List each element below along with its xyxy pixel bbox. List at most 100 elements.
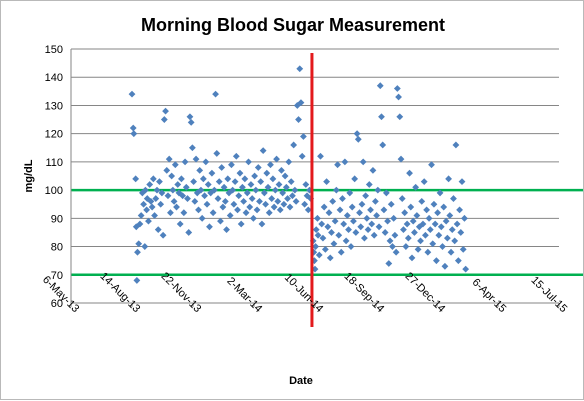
data-point — [452, 141, 460, 149]
data-point — [191, 198, 199, 205]
data-point — [326, 254, 334, 262]
data-point — [199, 175, 207, 183]
data-point — [257, 178, 265, 186]
data-point — [450, 195, 457, 202]
data-point — [179, 192, 187, 200]
data-point — [302, 181, 310, 188]
data-point — [171, 161, 179, 169]
data-point — [387, 200, 395, 208]
data-point — [417, 237, 424, 245]
reference-lines-horizontal — [71, 188, 583, 277]
data-point — [208, 169, 216, 177]
data-point — [163, 166, 171, 174]
data-point — [197, 186, 205, 194]
data-point — [159, 231, 167, 239]
data-point — [190, 178, 198, 186]
data-point — [154, 226, 162, 234]
data-point — [274, 198, 282, 205]
x-axis-title: Date — [289, 375, 313, 387]
data-point — [386, 237, 394, 245]
data-point — [239, 183, 246, 191]
data-point — [213, 150, 221, 157]
data-point — [236, 169, 244, 177]
y-tick-label: 80 — [51, 242, 63, 254]
data-point — [152, 195, 160, 202]
data-point — [228, 161, 235, 169]
data-point — [267, 161, 274, 169]
data-point — [454, 257, 462, 265]
data-point — [363, 214, 371, 222]
data-point — [246, 203, 254, 211]
data-point — [264, 183, 272, 191]
data-point — [249, 214, 257, 222]
data-point — [354, 135, 362, 143]
data-point — [402, 243, 410, 250]
data-point — [342, 237, 350, 245]
data-point — [343, 212, 351, 219]
data-point — [390, 214, 398, 222]
data-point — [334, 161, 341, 169]
data-point — [411, 229, 418, 236]
data-point — [141, 243, 149, 250]
data-point — [146, 181, 154, 188]
data-point — [136, 220, 144, 228]
data-point — [447, 248, 455, 256]
x-tick-labels: 6-May-13 14-Aug-13 22-Nov-13 2-Mar-14 10-Jun… — [40, 270, 569, 315]
y-tick-label: 130 — [45, 100, 63, 112]
data-point — [332, 186, 340, 194]
data-point — [437, 223, 445, 231]
data-point — [262, 200, 269, 208]
data-point — [259, 147, 267, 154]
data-point — [459, 245, 467, 253]
data-point — [442, 217, 450, 225]
data-point — [300, 133, 307, 140]
data-point — [201, 192, 208, 200]
data-point — [323, 178, 330, 186]
data-point — [129, 124, 137, 132]
data-point — [318, 220, 326, 228]
data-point — [325, 209, 333, 217]
data-point — [269, 175, 277, 183]
data-point — [271, 186, 279, 194]
data-point — [376, 82, 384, 90]
data-point — [188, 144, 196, 152]
data-point — [320, 203, 328, 211]
data-point — [164, 192, 172, 200]
data-point — [296, 65, 304, 73]
data-point — [135, 240, 143, 248]
data-point — [167, 209, 174, 217]
data-point — [347, 243, 355, 250]
data-point — [445, 175, 452, 183]
data-point — [339, 195, 346, 202]
data-point — [241, 175, 249, 183]
data-point — [361, 234, 368, 242]
data-point — [195, 206, 202, 214]
data-point — [187, 118, 195, 126]
data-point — [245, 158, 252, 166]
data-point — [185, 229, 193, 236]
data-point — [235, 192, 243, 200]
data-point — [237, 220, 245, 228]
data-point — [345, 226, 352, 234]
data-point — [252, 186, 260, 194]
data-point — [140, 200, 147, 208]
data-point — [389, 243, 396, 250]
data-point — [218, 164, 226, 171]
data-point — [223, 226, 230, 234]
data-point — [340, 220, 348, 228]
data-point — [256, 198, 263, 205]
data-point — [426, 226, 434, 234]
data-point — [328, 229, 335, 236]
data-point — [242, 209, 250, 217]
data-point — [367, 206, 374, 214]
y-tick-labels: 60 70 80 90 100 110 120 130 140 150 — [45, 44, 63, 310]
data-point — [441, 262, 449, 270]
data-point — [160, 116, 168, 123]
data-point — [147, 198, 155, 205]
data-point — [453, 220, 461, 228]
data-point — [395, 93, 402, 101]
data-point — [295, 116, 302, 123]
data-point — [397, 155, 405, 163]
data-point — [406, 169, 413, 177]
data-point — [301, 200, 309, 208]
